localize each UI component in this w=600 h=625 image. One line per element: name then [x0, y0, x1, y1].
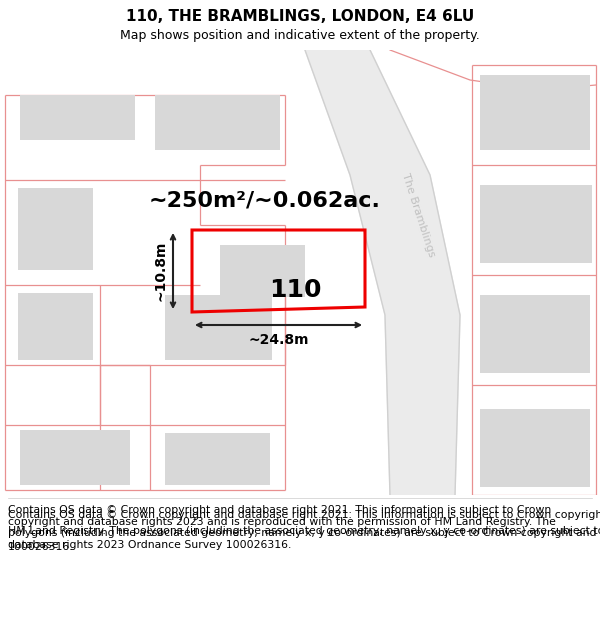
Bar: [220, 245, 305, 297]
Text: Contains OS data © Crown copyright and database right 2021. This information is : Contains OS data © Crown copyright and d…: [8, 510, 600, 520]
Text: 110: 110: [269, 278, 321, 302]
Bar: [165, 433, 270, 485]
Text: Contains OS data © Crown copyright and database right 2021. This information is : Contains OS data © Crown copyright and d…: [8, 505, 596, 550]
Polygon shape: [305, 50, 460, 495]
Text: HM Land Registry. The polygons (including the associated geometry, namely x, y c: HM Land Registry. The polygons (includin…: [8, 526, 600, 536]
Text: ~10.8m: ~10.8m: [154, 241, 168, 301]
Bar: [480, 295, 590, 373]
Bar: [18, 293, 93, 360]
Text: Map shows position and indicative extent of the property.: Map shows position and indicative extent…: [120, 29, 480, 42]
Bar: [165, 295, 272, 360]
Bar: [480, 75, 590, 150]
Text: ~24.8m: ~24.8m: [248, 333, 309, 347]
Text: 110, THE BRAMBLINGS, LONDON, E4 6LU: 110, THE BRAMBLINGS, LONDON, E4 6LU: [126, 9, 474, 24]
Bar: [480, 185, 592, 263]
Bar: [20, 430, 130, 485]
Bar: [18, 188, 93, 270]
Text: The Bramblings: The Bramblings: [400, 172, 436, 258]
Bar: [480, 409, 590, 487]
Text: ~250m²/~0.062ac.: ~250m²/~0.062ac.: [149, 190, 381, 210]
Bar: [20, 95, 135, 140]
Text: 100026316.: 100026316.: [8, 542, 74, 552]
Bar: [155, 95, 280, 150]
